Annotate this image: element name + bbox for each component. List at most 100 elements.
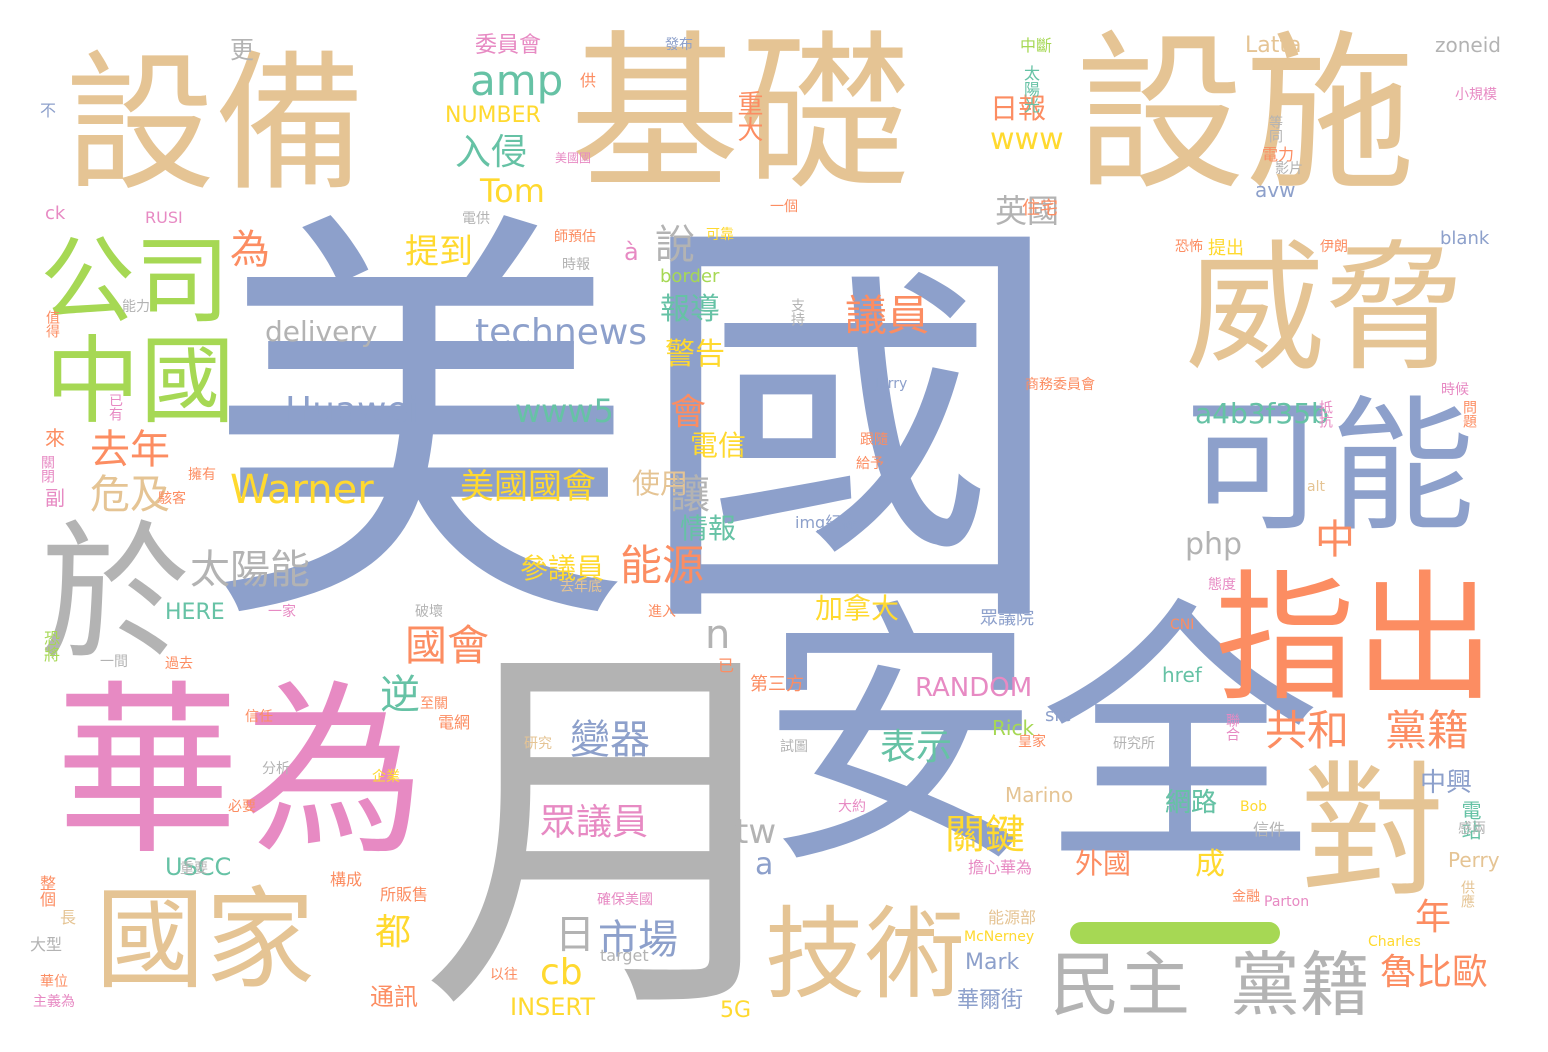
- cloud-word: 供: [580, 71, 597, 90]
- cloud-word: alt: [1307, 479, 1325, 495]
- cloud-word: 參議員: [520, 552, 605, 585]
- cloud-word: Parton: [1264, 894, 1310, 910]
- cloud-word: 報導: [660, 292, 720, 327]
- cloud-word: cb: [540, 952, 583, 993]
- cloud-word: 眾議院: [980, 608, 1034, 629]
- cloud-word: 恐將: [41, 630, 60, 662]
- cloud-word: 警告: [665, 337, 725, 372]
- cloud-word: 變器: [570, 717, 650, 763]
- cloud-word: 關鍵: [945, 812, 1025, 858]
- cloud-word: Jerry: [875, 376, 908, 392]
- cloud-word: 讓: [670, 472, 710, 518]
- cloud-word: 以往: [490, 967, 518, 983]
- cloud-word: 通訊: [370, 983, 418, 1011]
- cloud-word: 加拿大: [815, 592, 900, 625]
- cloud-word: 網路: [1165, 788, 1218, 818]
- cloud-word: 華為: [55, 664, 425, 880]
- cloud-word: 對: [1300, 748, 1445, 917]
- cloud-word: Latta: [1245, 33, 1302, 58]
- cloud-word: 研究: [524, 736, 552, 752]
- cloud-word: 提到: [405, 232, 473, 272]
- cloud-word: Marino: [1005, 783, 1074, 807]
- cloud-word: 構成: [330, 870, 363, 889]
- cloud-word: 影片: [1275, 161, 1303, 177]
- cloud-word: 等同: [1267, 115, 1283, 143]
- cloud-word: 能源: [620, 541, 705, 590]
- cloud-word: 英國: [995, 192, 1060, 230]
- cloud-word: 所販售: [380, 885, 429, 904]
- cloud-word: 去年: [90, 427, 170, 473]
- cloud-word: 金融: [1232, 889, 1260, 905]
- cloud-word: 時候: [1441, 382, 1469, 398]
- cloud-word: HERE: [165, 600, 225, 625]
- cloud-word: 供應: [1459, 880, 1475, 908]
- cloud-word: 去年底: [560, 579, 602, 595]
- cloud-word: 使用: [632, 467, 689, 500]
- cloud-word: 提出: [1208, 238, 1244, 259]
- cloud-word: 網路: [1165, 788, 1218, 818]
- cloud-word: 成: [1195, 847, 1225, 882]
- cloud-word: 美國: [205, 180, 1065, 680]
- cloud-word: Warner: [230, 467, 374, 513]
- cloud-word: 已有: [107, 393, 123, 421]
- cloud-word: 電信: [690, 429, 747, 462]
- cloud-word: 大約: [838, 799, 866, 815]
- cloud-word: 能源部: [988, 908, 1037, 927]
- cloud-word: 黨籍: [1230, 944, 1370, 1026]
- cloud-word: 電供: [462, 211, 490, 227]
- cloud-word: 進入: [648, 604, 676, 620]
- cloud-word: 至關: [420, 696, 448, 712]
- cloud-word: 給予: [856, 456, 884, 472]
- cloud-word: www: [990, 122, 1064, 157]
- cloud-word: 擁有: [188, 467, 216, 483]
- cloud-word: 重大: [733, 90, 763, 142]
- cloud-word: 危及: [90, 472, 170, 518]
- cloud-word: INSERT: [510, 993, 596, 1021]
- cloud-word: 太陽能: [190, 547, 310, 593]
- cloud-word: Tom: [480, 172, 545, 210]
- cloud-word: 關閉: [39, 455, 55, 483]
- cloud-word: 技術: [765, 896, 965, 1013]
- cloud-word: 中斷: [1020, 36, 1053, 55]
- cloud-word: 小規模: [1455, 87, 1497, 103]
- cloud-word: 華位: [40, 974, 68, 990]
- cloud-word: 日: [555, 912, 595, 958]
- cloud-word: Bob: [1240, 799, 1268, 815]
- cloud-word: 外國: [1075, 847, 1132, 880]
- cloud-word: 指出: [1215, 558, 1496, 721]
- cloud-word: 日報: [990, 92, 1047, 125]
- cloud-word: 委員會: [475, 33, 542, 58]
- cloud-word: 抵抗: [1317, 400, 1333, 428]
- cloud-word: 設備: [65, 38, 366, 212]
- cloud-word: a: [755, 847, 774, 882]
- cloud-word: 副: [45, 486, 65, 510]
- cloud-word: 企業: [372, 769, 400, 785]
- cloud-word: 來: [45, 426, 65, 450]
- cloud-word: Perry: [1448, 848, 1500, 872]
- cloud-word: 國會: [405, 621, 490, 670]
- cloud-word: McNerney: [964, 929, 1035, 945]
- cloud-word: 第三方: [750, 674, 804, 695]
- cloud-word: 為: [230, 227, 270, 273]
- cloud-word: USCC: [165, 853, 232, 881]
- cloud-word: blank: [1440, 228, 1490, 249]
- cloud-word: 說: [655, 222, 695, 268]
- cloud-word: 值得: [44, 310, 60, 338]
- cloud-word: CNI: [1170, 617, 1195, 633]
- cloud-word: 華爾街: [957, 988, 1024, 1013]
- cloud-word: 一個: [770, 199, 798, 215]
- cloud-word: 能力: [122, 299, 150, 315]
- cloud-word: img紀錄: [795, 513, 858, 532]
- cloud-word: 電力: [1262, 145, 1295, 164]
- cloud-word: 已: [718, 656, 735, 675]
- cloud-word: à: [624, 238, 639, 266]
- cloud-word: Huawei: [285, 390, 419, 431]
- cloud-word: 信件: [1253, 820, 1286, 839]
- cloud-word: 過去: [165, 656, 193, 672]
- cloud-word: Mark: [965, 950, 1020, 975]
- cloud-word: ck: [45, 203, 66, 224]
- cloud-word: 皇家: [1018, 734, 1046, 750]
- cloud-word: 長: [60, 908, 77, 927]
- cloud-word: 恐怖: [1175, 239, 1203, 255]
- cloud-word: 住宅: [1022, 198, 1058, 219]
